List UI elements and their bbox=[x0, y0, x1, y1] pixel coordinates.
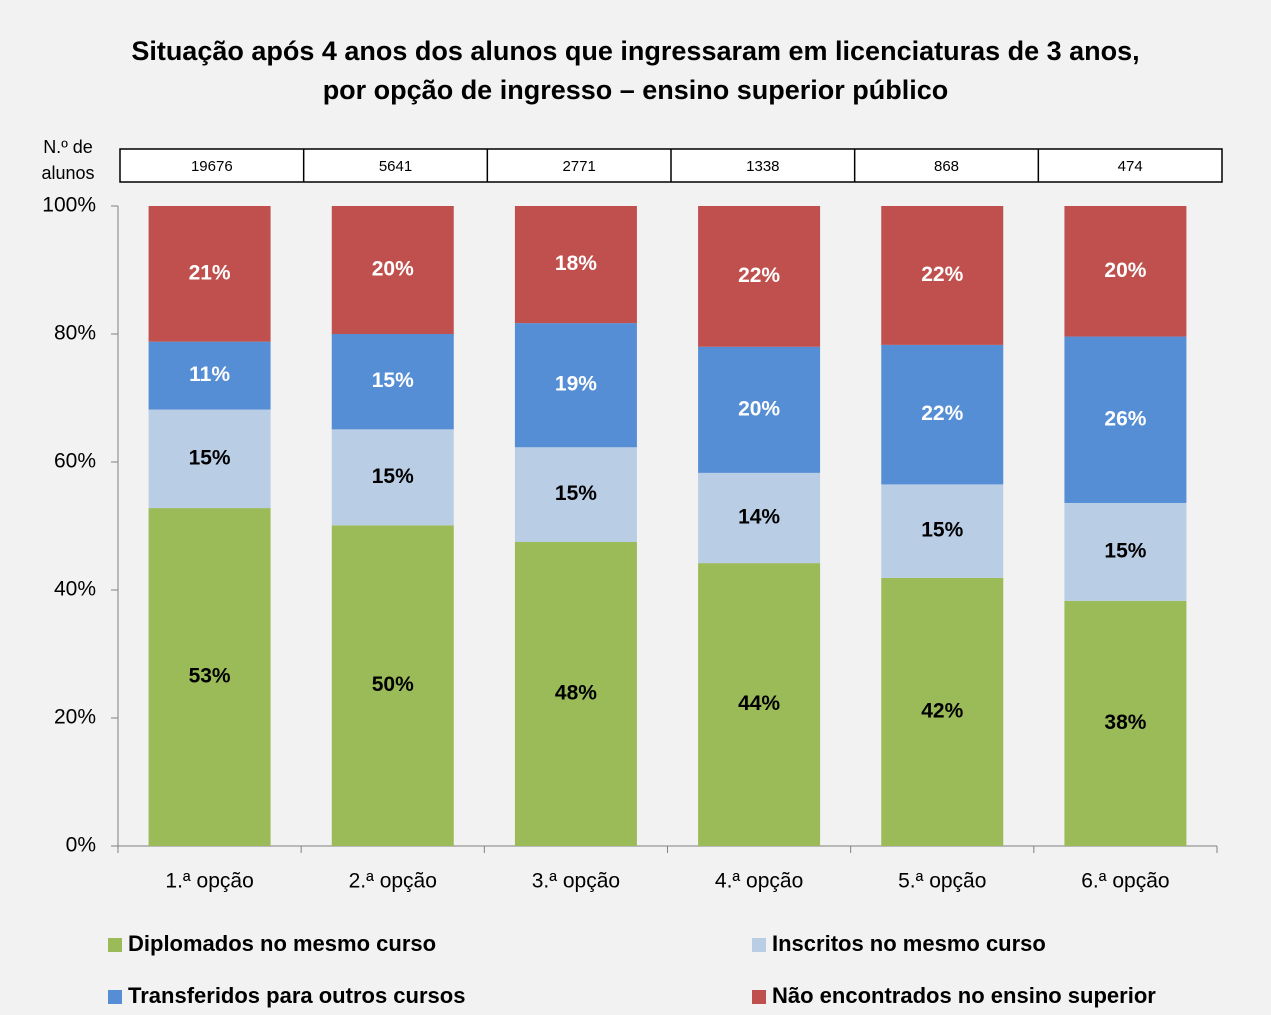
bar-segment bbox=[1064, 206, 1187, 337]
value-label: 26% bbox=[1104, 407, 1146, 430]
legend-label: Não encontrados no ensino superior bbox=[772, 983, 1156, 1008]
x-tick-label: 2.ª opção bbox=[349, 870, 437, 893]
value-label: 18% bbox=[555, 252, 597, 275]
n-value: 868 bbox=[934, 158, 959, 175]
bar-segment bbox=[148, 409, 271, 509]
bar-segment bbox=[331, 429, 454, 526]
value-label: 20% bbox=[372, 258, 414, 281]
bar-segment bbox=[331, 334, 454, 430]
y-tick-label: 100% bbox=[42, 194, 96, 217]
n-value: 1338 bbox=[746, 158, 779, 175]
bar-segment bbox=[1064, 600, 1187, 846]
bar-segment bbox=[698, 472, 821, 564]
value-label: 20% bbox=[738, 397, 780, 420]
y-tick-label: 20% bbox=[54, 706, 96, 729]
bar-segment bbox=[148, 508, 271, 846]
bar-segment bbox=[881, 344, 1004, 485]
x-tick-label: 6.ª opção bbox=[1081, 870, 1169, 893]
chart-title: Situação após 4 anos dos alunos que ingr… bbox=[131, 36, 1140, 105]
n-value: 5641 bbox=[379, 158, 412, 175]
n-value: 2771 bbox=[562, 158, 595, 175]
bar-segment bbox=[881, 484, 1004, 578]
bar-segment bbox=[148, 341, 271, 410]
value-label: 20% bbox=[1104, 259, 1146, 282]
y-tick-label: 80% bbox=[54, 322, 96, 345]
value-label: 21% bbox=[189, 261, 231, 284]
y-tick-label: 0% bbox=[66, 834, 96, 857]
value-label: 50% bbox=[372, 673, 414, 696]
value-label: 14% bbox=[738, 506, 780, 529]
bar-segment bbox=[514, 542, 637, 846]
y-tick-label: 40% bbox=[54, 578, 96, 601]
value-label: 15% bbox=[921, 519, 963, 542]
legend-label: Inscritos no mesmo curso bbox=[772, 931, 1046, 956]
value-label: 22% bbox=[921, 263, 963, 286]
legend-swatch bbox=[752, 990, 766, 1004]
value-label: 42% bbox=[921, 699, 963, 722]
y-tick-label: 60% bbox=[54, 450, 96, 473]
value-label: 15% bbox=[555, 482, 597, 505]
bar-segment bbox=[698, 206, 821, 347]
value-label: 38% bbox=[1104, 711, 1146, 734]
bar-segment bbox=[148, 206, 271, 342]
bar-segment bbox=[514, 323, 637, 448]
n-value: 474 bbox=[1118, 158, 1143, 175]
value-label: 22% bbox=[738, 264, 780, 287]
value-label: 44% bbox=[738, 692, 780, 715]
legend-label: Transferidos para outros cursos bbox=[128, 983, 465, 1008]
bar-segment bbox=[331, 206, 454, 334]
value-label: 19% bbox=[555, 373, 597, 396]
n-value: 19676 bbox=[191, 158, 233, 175]
value-label: 15% bbox=[372, 369, 414, 392]
value-label: 15% bbox=[1104, 539, 1146, 562]
x-tick-label: 5.ª opção bbox=[898, 870, 986, 893]
value-label: 15% bbox=[189, 446, 231, 469]
value-label: 22% bbox=[921, 402, 963, 425]
legend-label: Diplomados no mesmo curso bbox=[128, 931, 436, 956]
n-label: N.º de alunos bbox=[41, 137, 95, 183]
bar-segment bbox=[698, 563, 821, 846]
bar-segment bbox=[881, 206, 1004, 345]
bar-segment bbox=[881, 577, 1004, 846]
bar-segment bbox=[698, 346, 821, 473]
x-tick-label: 1.ª opção bbox=[165, 870, 253, 893]
value-label: 15% bbox=[372, 465, 414, 488]
legend-swatch bbox=[108, 938, 122, 952]
value-label: 53% bbox=[189, 665, 231, 688]
x-tick-label: 3.ª opção bbox=[532, 870, 620, 893]
bar-segment bbox=[514, 206, 637, 324]
value-label: 11% bbox=[189, 363, 230, 386]
x-tick-label: 4.ª opção bbox=[715, 870, 803, 893]
bar-segment bbox=[1064, 336, 1187, 503]
bar-segment bbox=[514, 447, 637, 542]
value-label: 48% bbox=[555, 682, 597, 705]
bar-segment bbox=[1064, 502, 1187, 601]
legend-swatch bbox=[752, 938, 766, 952]
bar-segment bbox=[331, 525, 454, 846]
legend-swatch bbox=[108, 990, 122, 1004]
